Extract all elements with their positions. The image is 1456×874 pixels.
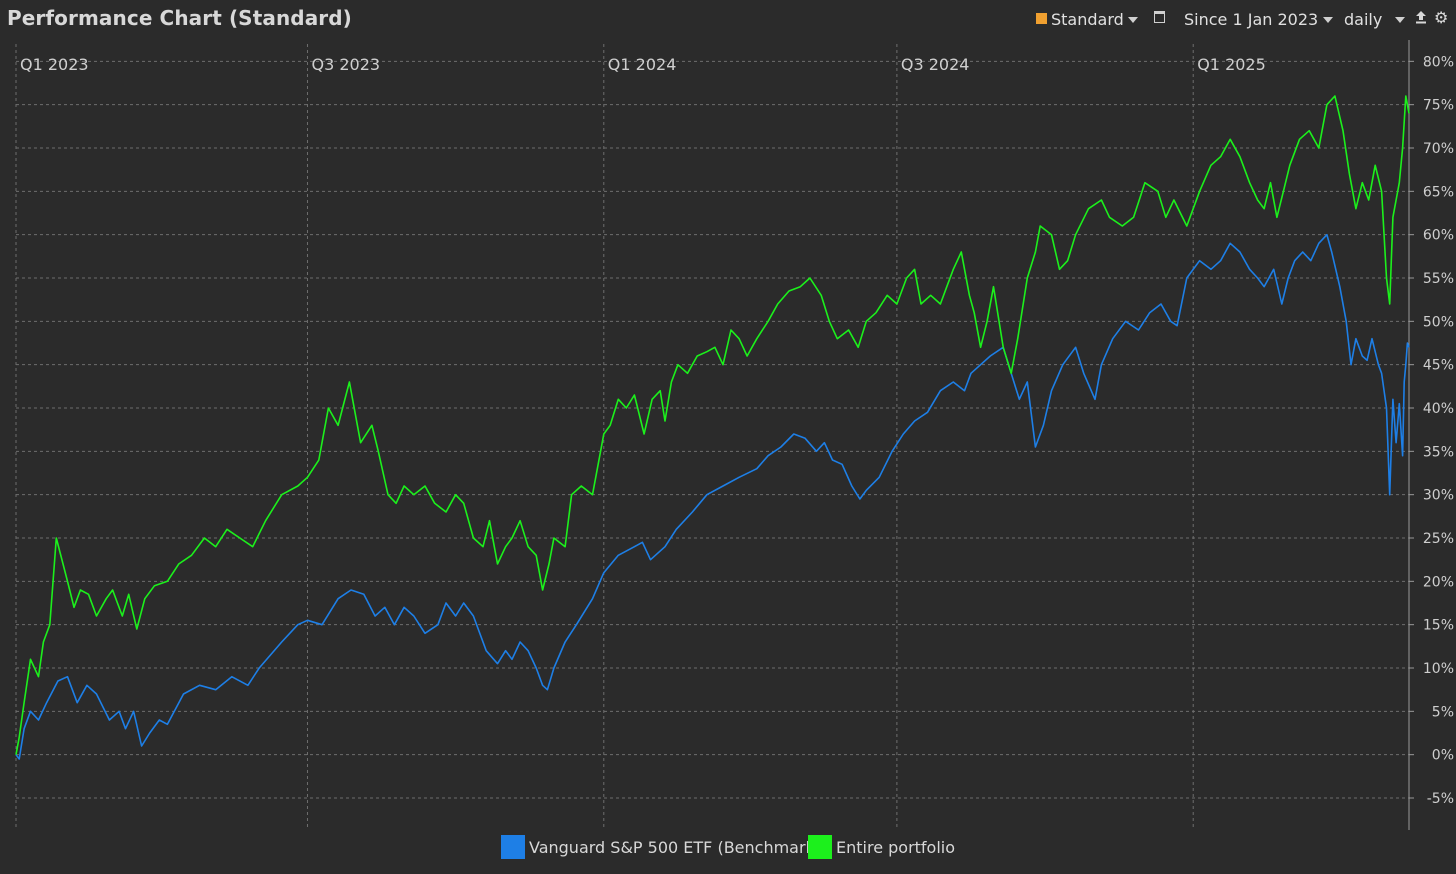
x-tick-label: Q1 2023 <box>20 55 89 74</box>
y-tick-label: 70% <box>1423 141 1454 157</box>
page-title: Performance Chart (Standard) <box>7 6 352 30</box>
y-tick-label: 15% <box>1423 618 1454 634</box>
chevron-down-icon[interactable] <box>1128 17 1138 23</box>
view-selector-label: Standard <box>1051 10 1124 29</box>
y-tick-label: 75% <box>1423 98 1454 114</box>
chevron-down-icon[interactable] <box>1323 17 1333 23</box>
y-tick-label: 5% <box>1432 704 1454 720</box>
legend-swatch-benchmark <box>501 835 525 859</box>
legend-label-benchmark: Vanguard S&P 500 ETF (Benchmark) <box>529 838 822 857</box>
view-selector[interactable]: Standard <box>1036 10 1124 29</box>
performance-chart: 80% 75% 70% 65% 60% 55% 50% 45% 40% 35% 30% 25% 20% 1… <box>15 40 1454 830</box>
x-tick-label: Q1 2025 <box>1197 55 1266 74</box>
y-tick-label: 0% <box>1432 748 1454 764</box>
y-tick-label: 45% <box>1423 358 1454 374</box>
x-tick-label: Q1 2024 <box>608 55 677 74</box>
y-tick-label: 65% <box>1423 184 1454 200</box>
y-tick-label: -5% <box>1427 791 1454 807</box>
x-tick-label: Q3 2024 <box>901 55 970 74</box>
chevron-down-icon[interactable] <box>1395 17 1405 23</box>
x-tick-label: Q3 2023 <box>311 55 380 74</box>
series-line-benchmark <box>15 233 1410 760</box>
y-tick-label: 40% <box>1423 401 1454 417</box>
interval-selector[interactable]: daily <box>1344 10 1383 29</box>
y-tick-label: 80% <box>1423 54 1454 70</box>
legend-label-portfolio: Entire portfolio <box>836 838 956 857</box>
y-tick-label: 10% <box>1423 661 1454 677</box>
y-tick-label: 35% <box>1423 444 1454 460</box>
y-tick-label: 60% <box>1423 228 1454 244</box>
export-icon[interactable] <box>1415 10 1427 28</box>
y-tick-label: 25% <box>1423 531 1454 547</box>
y-tick-label: 20% <box>1423 574 1454 590</box>
legend-swatch-portfolio <box>808 835 832 859</box>
gear-icon[interactable]: ⚙ <box>1434 8 1449 27</box>
period-selector[interactable]: Since 1 Jan 2023 <box>1184 10 1319 29</box>
calendar-icon[interactable] <box>1154 11 1165 27</box>
series-line-portfolio <box>15 95 1410 755</box>
y-tick-label: 55% <box>1423 271 1454 287</box>
chart-legend: Vanguard S&P 500 ETF (Benchmark) Entire … <box>0 835 1456 865</box>
y-tick-label: 30% <box>1423 488 1454 504</box>
view-square-icon <box>1036 13 1047 24</box>
y-tick-label: 50% <box>1423 314 1454 330</box>
